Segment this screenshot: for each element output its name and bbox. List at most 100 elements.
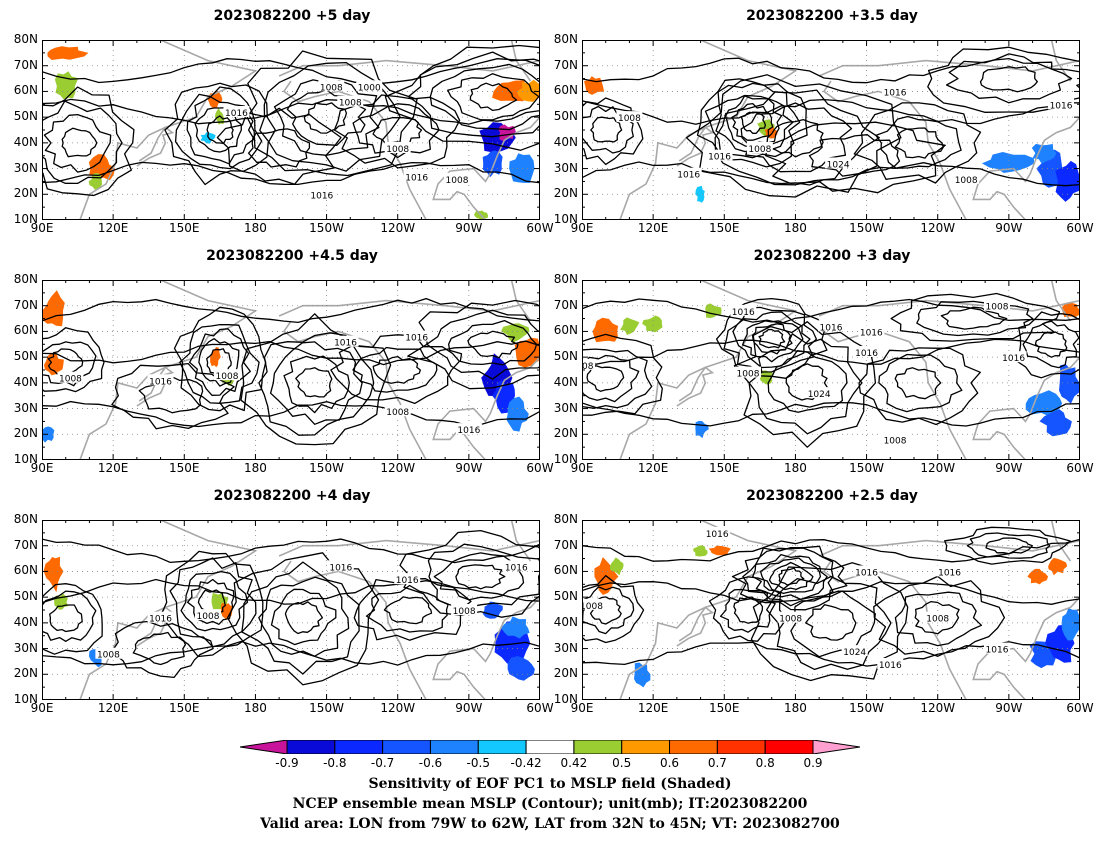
y-tick-label: 10N [13, 692, 38, 706]
x-tick-label: 120W [380, 461, 416, 475]
x-tick-label: 120E [637, 221, 669, 235]
sensitivity-shade [592, 317, 619, 343]
mslp-contour [582, 98, 1080, 125]
mslp-contour [586, 365, 625, 392]
mslp-contour [467, 330, 519, 359]
mslp-contour [61, 127, 98, 158]
coastline [42, 280, 258, 460]
contour-label: 1016 [855, 349, 878, 359]
coastline [1050, 520, 1080, 572]
colorbar-box [477, 740, 527, 754]
mslp-contour [269, 341, 363, 425]
colorbar-tick-label: -0.5 [466, 756, 490, 770]
contour-label: 1000 [358, 83, 381, 93]
mslp-contour [42, 86, 135, 197]
mslp-contour [890, 292, 1061, 342]
map-panel: 1016 1008 1016 1008 1008 1016 1016 [42, 280, 540, 460]
panel-title: 2023082200 +4.5 day [206, 248, 378, 264]
sensitivity-shade [708, 545, 731, 556]
contour-label: 1008 [582, 602, 603, 612]
x-tick-label: 150W [849, 221, 884, 235]
colorbar-tick-label: -0.42 [510, 756, 542, 770]
mslp-contour [383, 596, 433, 625]
x-tick-label: 150E [709, 221, 740, 235]
sensitivity-shade [1027, 568, 1049, 585]
mslp-contour [407, 51, 540, 138]
coastline [510, 40, 540, 92]
y-tick-label: 80N [13, 32, 38, 46]
sensitivity-shade [42, 290, 65, 327]
sensitivity-shade [693, 545, 708, 557]
mslp-contour [1022, 320, 1080, 369]
x-tick-label: 180 [783, 461, 807, 475]
contour-label: 1008 [453, 607, 476, 617]
mslp-contour [708, 576, 787, 642]
contour-label: 1008 [737, 370, 760, 380]
y-tick-label: 70N [13, 297, 38, 312]
coastline [42, 520, 258, 700]
mslp-contour [940, 306, 1008, 330]
map-canvas: 1008 1016 1016 1016 1016 1008 1024 1008 1008 1016 [582, 280, 1080, 460]
y-tick-label: 10N [13, 212, 38, 226]
x-tick-label: 60W [526, 701, 554, 715]
mslp-contour [582, 354, 640, 403]
sensitivity-shade [1025, 390, 1063, 417]
map-panel: 1016 1016 1008 1008 1024 1016 1016 1008 1016 [582, 520, 1080, 700]
coastline [510, 280, 540, 332]
x-tick-label: 120W [380, 701, 416, 715]
x-tick-label: 180 [783, 701, 807, 715]
contour-label: 1016 [855, 568, 878, 578]
x-tick-label: 120E [97, 701, 129, 715]
x-tick-label: 150W [309, 701, 344, 715]
y-tick-label: 50N [553, 589, 578, 604]
colorbar-box [764, 740, 814, 754]
y-tick-label: 40N [13, 134, 38, 149]
sensitivity-shade [482, 601, 503, 619]
contour-label: 1016 [677, 171, 700, 181]
sensitivity-shade [695, 420, 709, 439]
x-tick-label: 150E [169, 701, 200, 715]
coastline [676, 366, 715, 407]
mslp-contour [985, 537, 1033, 555]
mslp-contour [966, 532, 1051, 559]
colorbar-tick-label: -0.9 [275, 756, 299, 770]
mslp-contour [719, 588, 776, 633]
mslp-contour [179, 323, 260, 404]
sensitivity-shade [507, 656, 535, 681]
coastline [1050, 280, 1080, 332]
mslp-contour [582, 581, 1080, 605]
colorbar-tick-label: 0.7 [707, 756, 727, 770]
mslp-contour [42, 100, 123, 185]
mslp-contour [270, 588, 337, 646]
panel-title: 2023082200 +2.5 day [746, 488, 918, 504]
y-tick-label: 50N [13, 349, 38, 364]
coastline [42, 40, 258, 220]
contour-label: 1016 [457, 426, 480, 436]
contour-label: 1016 [334, 339, 357, 349]
mslp-contour [714, 89, 880, 186]
map-panel: 1008 1000 1008 1016 1016 1008 1016 1008 [42, 40, 540, 220]
mslp-contour [685, 74, 902, 198]
caption-valid-area: Valid area: LON from 79W to 62W, LAT fro… [260, 816, 840, 832]
caption-shading: Sensitivity of EOF PC1 to MSLP field (Sh… [368, 776, 732, 792]
x-tick-label: 120W [380, 221, 416, 235]
x-tick-label: 120W [920, 461, 956, 475]
colorbar-box [429, 740, 479, 754]
x-tick-label: 150E [169, 221, 200, 235]
mslp-contour [582, 161, 1080, 187]
contour-label: 1008 [618, 114, 641, 124]
contour-label: 1016 [732, 308, 755, 318]
x-tick-label: 90E [570, 461, 594, 475]
coastline [136, 366, 175, 407]
contour-label: 1016 [884, 88, 907, 98]
contour-label: 1016 [879, 661, 902, 671]
sensitivity-shade [584, 76, 605, 95]
coastline [818, 539, 1080, 700]
coastline [582, 520, 798, 700]
map-canvas: 1016 1016 1008 1008 1016 1024 1008 1016 [582, 40, 1080, 220]
mslp-contour [873, 575, 1006, 657]
mslp-contour [258, 576, 350, 657]
y-tick-label: 40N [553, 614, 578, 629]
contour-label: 1008 [986, 303, 1009, 313]
y-tick-label: 60N [553, 323, 578, 338]
